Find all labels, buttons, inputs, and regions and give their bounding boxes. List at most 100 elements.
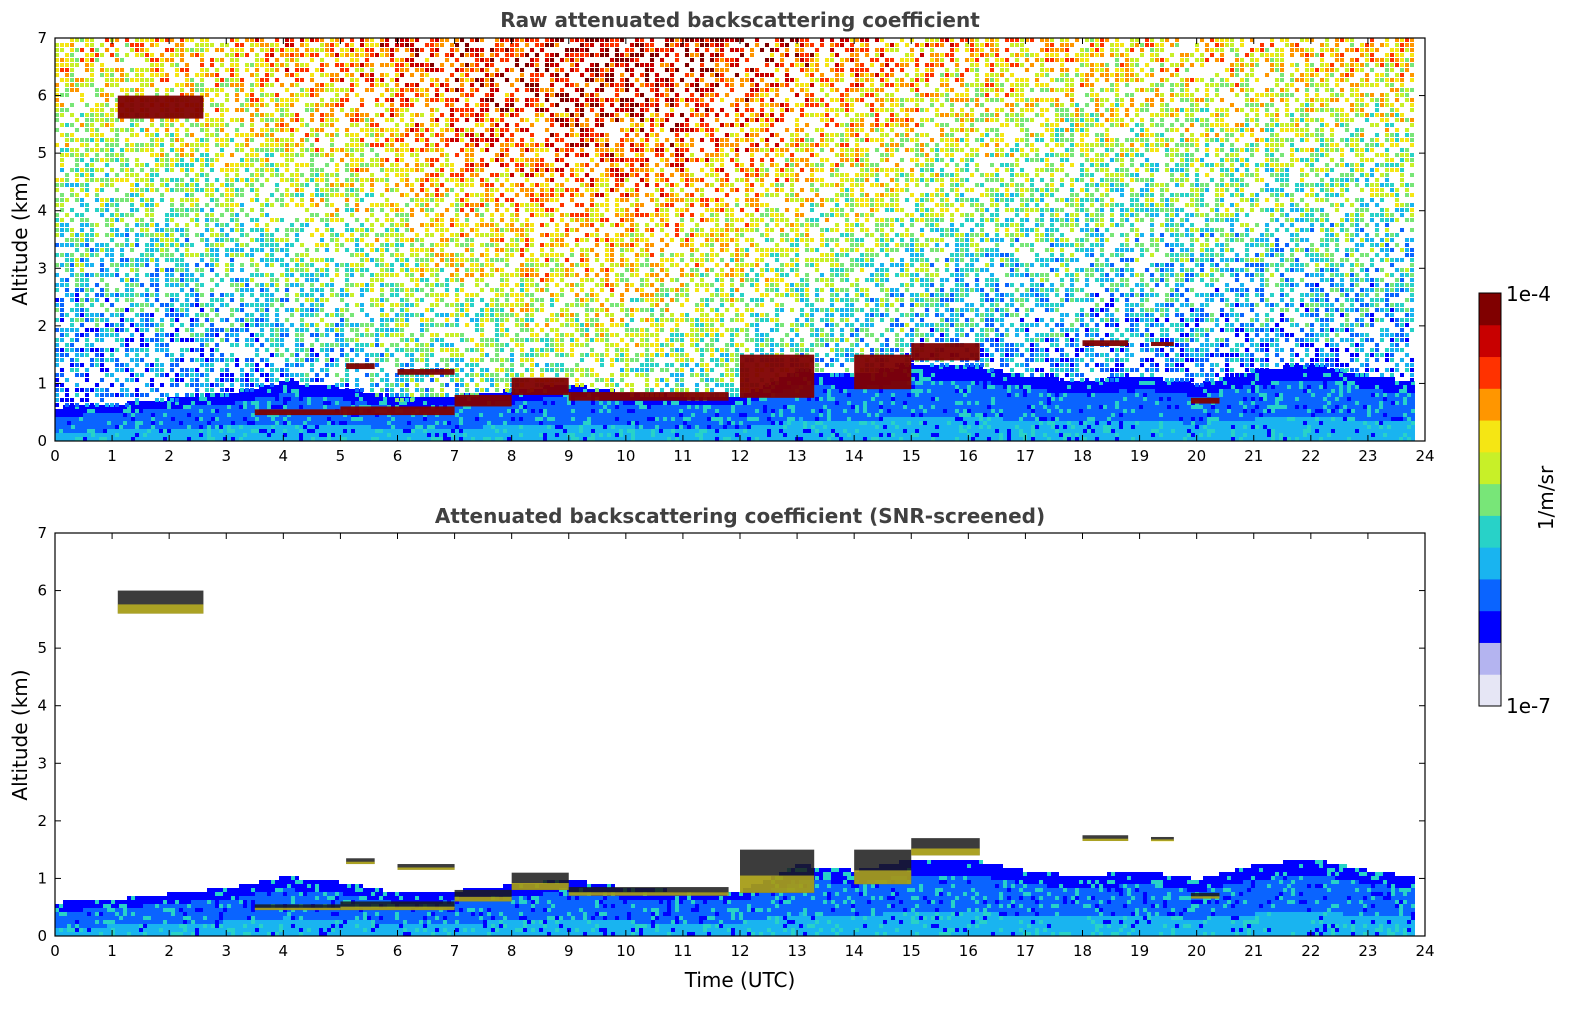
cloud-layer-8 [740, 355, 814, 398]
x-tick-label: 21 [1244, 942, 1263, 960]
colorbar-segment [1479, 547, 1501, 579]
y-tick-label: 0 [37, 927, 47, 945]
y-tick-label: 5 [37, 639, 47, 657]
cloud-layer-12 [1151, 342, 1174, 346]
x-tick-label: 20 [1187, 447, 1206, 465]
x-tick-label: 15 [902, 942, 921, 960]
x-tick-label: 0 [50, 447, 60, 465]
x-tick-label: 21 [1244, 447, 1263, 465]
x-tick-label: 0 [50, 942, 60, 960]
cloud-layer-10 [911, 343, 980, 360]
cloud-layer-3 [255, 409, 341, 415]
colorbar-segment [1479, 357, 1501, 389]
x-tick-label: 14 [845, 942, 864, 960]
cloud-layer-13 [1191, 398, 1220, 404]
x-tick-label: 6 [393, 447, 403, 465]
colorbar [1479, 293, 1501, 707]
colorbar-unit-label: 1/m/sr [1534, 466, 1558, 530]
x-tick-label: 20 [1187, 942, 1206, 960]
x-tick-label: 4 [279, 447, 289, 465]
x-tick-label: 22 [1301, 447, 1320, 465]
y-tick-label: 1 [37, 374, 47, 392]
y-tick-label: 4 [37, 202, 47, 220]
y-tick-label: 4 [37, 697, 47, 715]
y-tick-label: 3 [37, 259, 47, 277]
bottom-panel-xlabel: Time (UTC) [685, 968, 796, 992]
cloud-layer-11 [1083, 340, 1129, 346]
x-tick-label: 18 [1073, 942, 1092, 960]
x-tick-label: 12 [730, 447, 749, 465]
x-tick-label: 14 [845, 447, 864, 465]
x-tick-label: 16 [959, 447, 978, 465]
cloud-layer-4 [340, 406, 454, 415]
colorbar-segment [1479, 388, 1501, 420]
cloud-layer-0 [118, 96, 204, 119]
x-tick-label: 23 [1358, 447, 1377, 465]
x-tick-label: 2 [164, 447, 174, 465]
colorbar-segment [1479, 515, 1501, 547]
y-tick-label: 3 [37, 754, 47, 772]
x-tick-label: 3 [221, 942, 231, 960]
y-tick-label: 2 [37, 812, 47, 830]
x-tick-label: 24 [1415, 942, 1434, 960]
cloud-layer-7 [569, 392, 729, 401]
x-tick-label: 5 [336, 447, 346, 465]
top-panel-ylabel: Altitude (km) [8, 174, 32, 305]
y-tick-label: 1 [37, 869, 47, 887]
cloud-layer-2 [398, 369, 455, 375]
x-tick-label: 12 [730, 942, 749, 960]
colorbar-segment [1479, 611, 1501, 643]
colorbar-segment [1479, 484, 1501, 516]
colorbar-segment [1479, 420, 1501, 452]
y-tick-label: 6 [37, 87, 47, 105]
x-tick-label: 11 [673, 447, 692, 465]
x-tick-label: 11 [673, 942, 692, 960]
x-tick-label: 6 [393, 942, 403, 960]
cloud-layer-5 [455, 395, 512, 407]
colorbar-segment [1479, 325, 1501, 357]
cloud-layer-9 [854, 355, 911, 390]
heatmap-field-1 [55, 591, 1415, 936]
x-tick-label: 9 [564, 447, 574, 465]
colorbar-segment [1479, 674, 1501, 706]
x-tick-label: 8 [507, 942, 517, 960]
x-tick-label: 10 [616, 942, 635, 960]
bottom-panel-ylabel: Altitude (km) [8, 669, 32, 800]
y-tick-label: 5 [37, 144, 47, 162]
colorbar-segment [1479, 452, 1501, 484]
x-tick-label: 2 [164, 942, 174, 960]
x-tick-label: 17 [1016, 942, 1035, 960]
x-tick-label: 1 [107, 447, 117, 465]
x-tick-label: 7 [450, 447, 460, 465]
x-tick-label: 24 [1415, 447, 1434, 465]
top-panel-title: Raw attenuated backscattering coefficien… [500, 8, 980, 32]
x-tick-label: 18 [1073, 447, 1092, 465]
cloud-layer-6 [512, 378, 569, 395]
cloud-layers-1 [118, 591, 1220, 911]
x-tick-label: 19 [1130, 942, 1149, 960]
x-tick-label: 13 [788, 447, 807, 465]
cloud-layer-1 [346, 363, 375, 369]
colorbar-segment [1479, 642, 1501, 674]
colorbar-min-label: 1e-7 [1506, 694, 1551, 718]
x-tick-label: 1 [107, 942, 117, 960]
x-tick-label: 8 [507, 447, 517, 465]
x-tick-label: 22 [1301, 942, 1320, 960]
x-tick-label: 23 [1358, 942, 1377, 960]
colorbar-segment [1479, 293, 1501, 325]
x-tick-label: 15 [902, 447, 921, 465]
x-tick-label: 4 [279, 942, 289, 960]
x-tick-label: 9 [564, 942, 574, 960]
x-tick-label: 5 [336, 942, 346, 960]
y-tick-label: 0 [37, 432, 47, 450]
colorbar-segment [1479, 579, 1501, 611]
y-tick-label: 6 [37, 582, 47, 600]
y-tick-label: 2 [37, 317, 47, 335]
x-tick-label: 13 [788, 942, 807, 960]
x-tick-label: 19 [1130, 447, 1149, 465]
noise-field-0 [55, 38, 1414, 407]
colorbar-max-label: 1e-4 [1506, 282, 1551, 306]
